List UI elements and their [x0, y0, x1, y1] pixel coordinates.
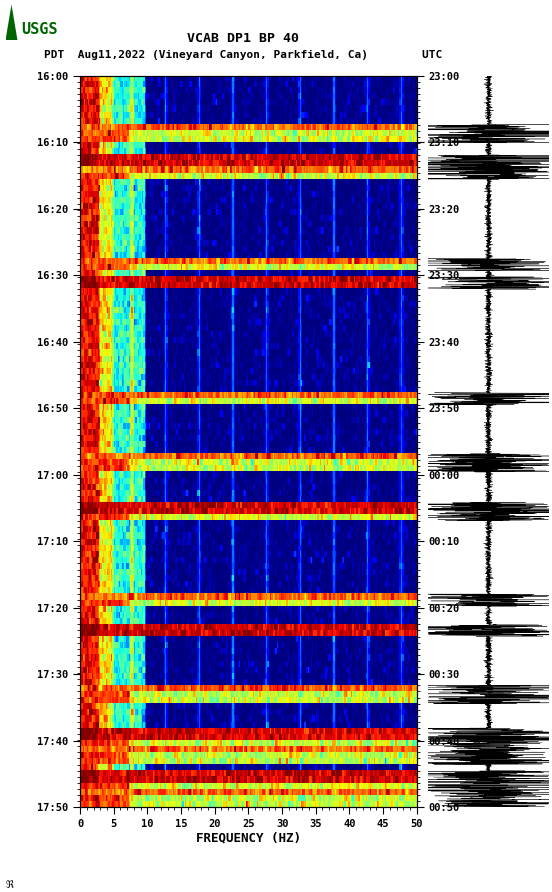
X-axis label: FREQUENCY (HZ): FREQUENCY (HZ) — [196, 832, 301, 845]
Text: PDT  Aug11,2022 (Vineyard Canyon, Parkfield, Ca)        UTC: PDT Aug11,2022 (Vineyard Canyon, Parkfie… — [44, 50, 442, 61]
Polygon shape — [6, 4, 18, 40]
Text: ℜ: ℜ — [6, 880, 13, 889]
Text: USGS: USGS — [22, 21, 58, 37]
Text: VCAB DP1 BP 40: VCAB DP1 BP 40 — [187, 32, 299, 45]
